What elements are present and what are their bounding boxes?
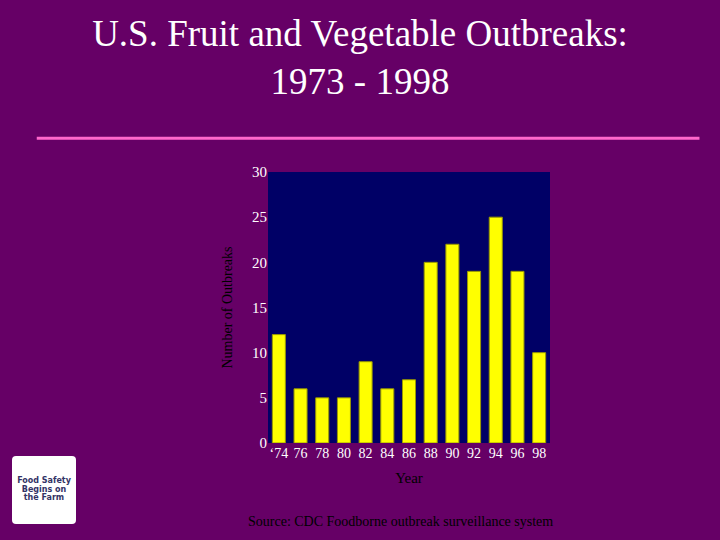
- svg-text:Number of Outbreaks: Number of Outbreaks: [220, 246, 235, 368]
- svg-text:78: 78: [315, 446, 329, 461]
- svg-text:20: 20: [252, 255, 267, 271]
- svg-text:86: 86: [402, 446, 416, 461]
- svg-text:Source: CDC Foodborne outbreak: Source: CDC Foodborne outbreak surveilla…: [248, 514, 553, 529]
- svg-text:‘74: ‘74: [270, 446, 289, 461]
- svg-text:25: 25: [252, 209, 267, 225]
- svg-text:92: 92: [467, 446, 481, 461]
- html-text:Food Safety Begins on the Farm: Food Safety Begins on the Farm: [17, 475, 71, 503]
- svg-text:98: 98: [532, 446, 546, 461]
- svg-text:Year: Year: [395, 470, 423, 486]
- svg-text:76: 76: [294, 446, 308, 461]
- svg-text:30: 30: [252, 164, 267, 180]
- svg-text:88: 88: [424, 446, 438, 461]
- svg-text:82: 82: [359, 446, 373, 461]
- svg-text:90: 90: [445, 446, 459, 461]
- svg-text:10: 10: [252, 345, 267, 361]
- svg-text:84: 84: [380, 446, 394, 461]
- svg-text:U.S. Fruit and Vegetable Outbr: U.S. Fruit and Vegetable Outbreaks:1973 …: [92, 13, 628, 102]
- svg-text:80: 80: [337, 446, 351, 461]
- svg-text:94: 94: [489, 446, 503, 461]
- svg-text:96: 96: [510, 446, 524, 461]
- svg-text:15: 15: [252, 300, 267, 316]
- svg-text:5: 5: [260, 390, 268, 406]
- svg-text:0: 0: [260, 435, 268, 451]
